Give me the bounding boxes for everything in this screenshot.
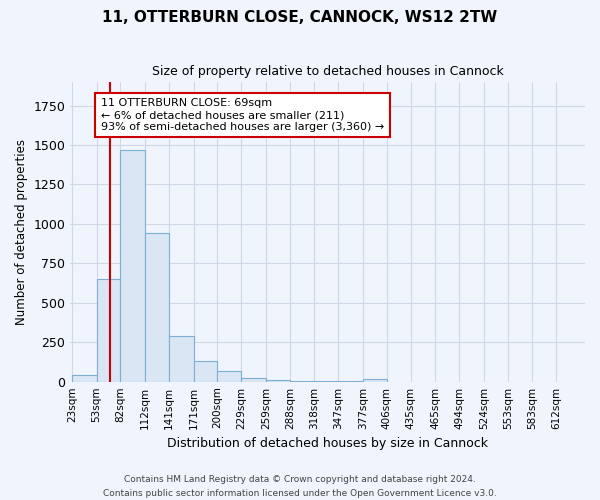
X-axis label: Distribution of detached houses by size in Cannock: Distribution of detached houses by size …	[167, 437, 488, 450]
Bar	[266, 380, 290, 382]
Bar	[72, 376, 97, 382]
Text: 11, OTTERBURN CLOSE, CANNOCK, WS12 2TW: 11, OTTERBURN CLOSE, CANNOCK, WS12 2TW	[103, 10, 497, 25]
Bar	[194, 361, 217, 382]
Text: Contains HM Land Registry data © Crown copyright and database right 2024.
Contai: Contains HM Land Registry data © Crown c…	[103, 476, 497, 498]
Bar	[241, 378, 266, 382]
Y-axis label: Number of detached properties: Number of detached properties	[15, 139, 28, 325]
Bar	[97, 279, 121, 382]
Bar	[363, 380, 387, 382]
Bar	[217, 370, 241, 382]
Title: Size of property relative to detached houses in Cannock: Size of property relative to detached ho…	[152, 65, 503, 78]
Bar	[145, 234, 169, 382]
Bar	[290, 381, 314, 382]
Bar	[169, 336, 194, 382]
Bar	[121, 150, 145, 382]
Text: 11 OTTERBURN CLOSE: 69sqm
← 6% of detached houses are smaller (211)
93% of semi-: 11 OTTERBURN CLOSE: 69sqm ← 6% of detach…	[101, 98, 384, 132]
